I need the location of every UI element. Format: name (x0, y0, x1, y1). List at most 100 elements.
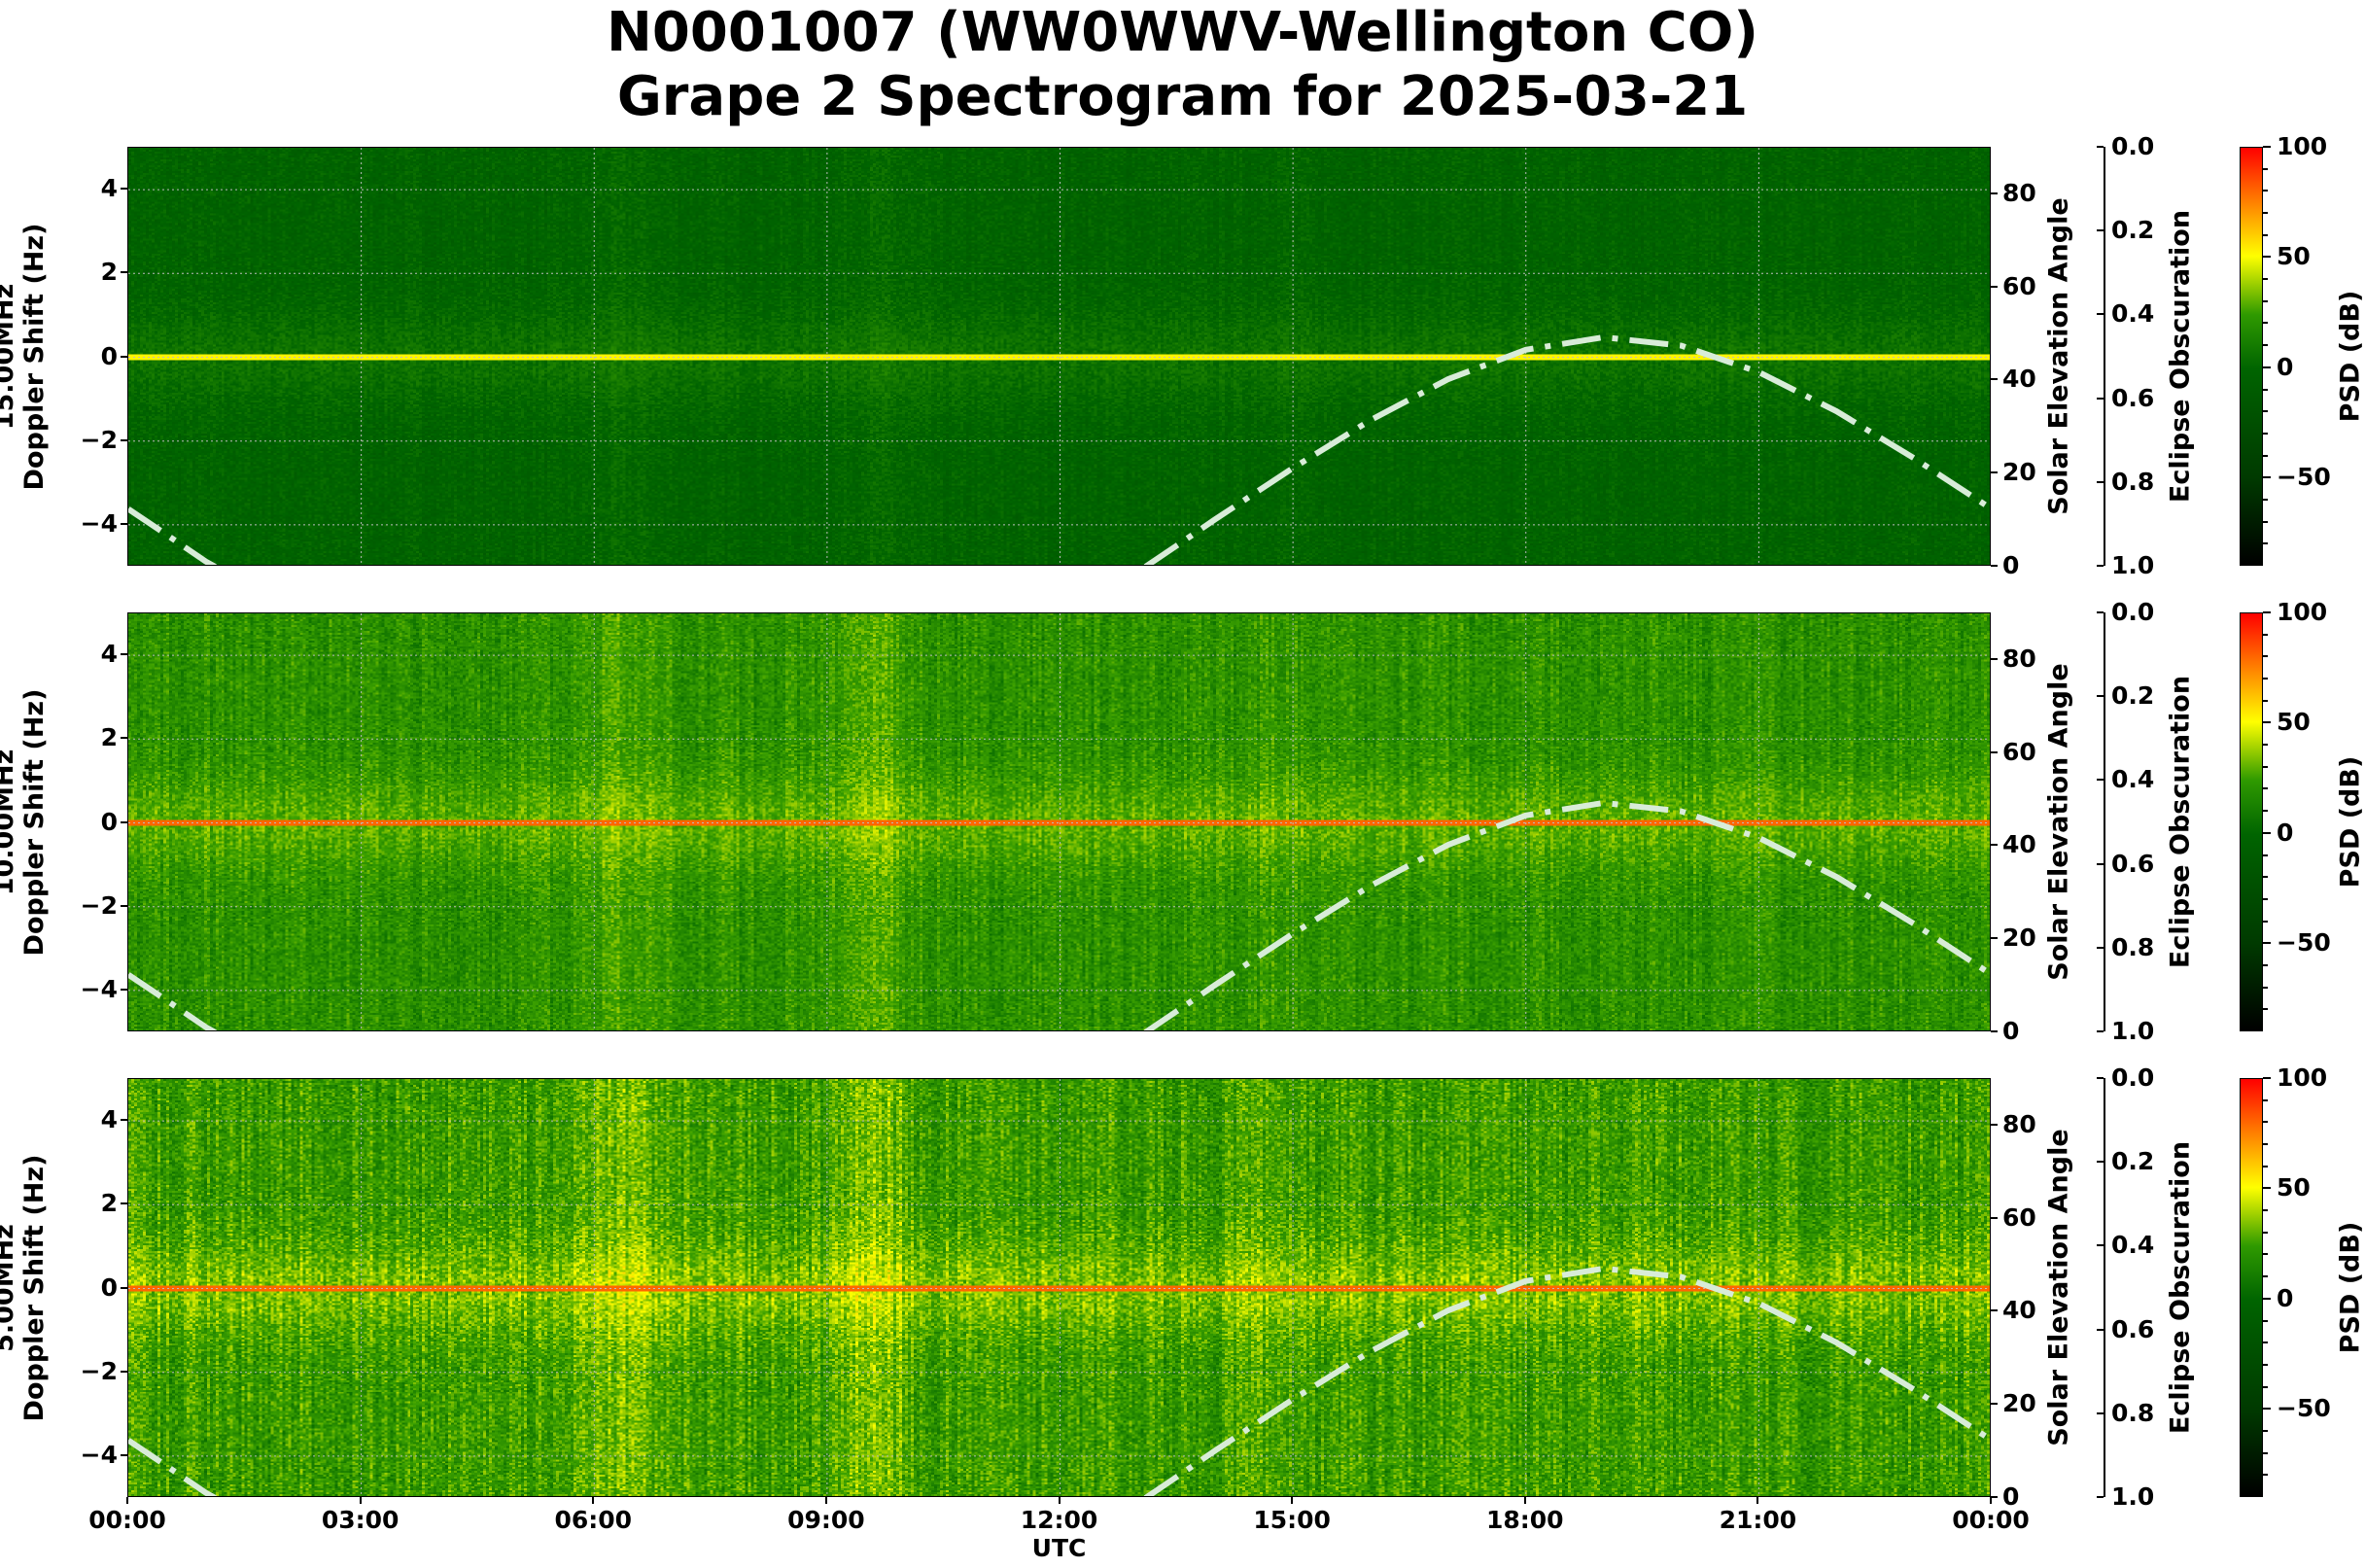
elevation-tick-mark (1991, 285, 1998, 288)
colorbar-minor-tick (2263, 344, 2268, 347)
eclipse-tick-label: 1.0 (2111, 551, 2155, 579)
eclipse-tick-mark (2097, 146, 2104, 148)
y-tick-mark (121, 188, 127, 191)
eclipse-tick-label: 0.6 (2111, 383, 2155, 412)
solar-elevation-line-morning (128, 1438, 217, 1496)
eclipse-tick-mark (2097, 1244, 2104, 1247)
doppler-label: Doppler Shift (Hz) (19, 688, 50, 956)
elevation-tick-mark (1991, 937, 1998, 940)
colorbar-label: PSD (dB) (2335, 290, 2365, 422)
colorbar-minor-tick (2263, 1297, 2271, 1300)
eclipse-tick-label: 0.0 (2111, 132, 2155, 160)
colorbar-minor-tick (2263, 655, 2268, 658)
eclipse-tick-mark (2097, 862, 2104, 865)
solar-elevation-line-afternoon (1143, 799, 1990, 1030)
elevation-tick-label: 60 (2002, 737, 2036, 766)
eclipse-axis-line (2104, 147, 2105, 566)
colorbar-minor-tick (2263, 1143, 2268, 1146)
colorbar-label: PSD (dB) (2335, 755, 2365, 888)
x-tick-mark (1291, 1497, 1294, 1504)
y-tick-mark (121, 653, 127, 656)
colorbar-tick-label: 0 (2277, 352, 2294, 381)
x-tick-label: 21:00 (1719, 1506, 1797, 1534)
x-tick-mark (824, 1497, 827, 1504)
y-tick-mark (121, 1286, 127, 1289)
eclipse-tick-label: 0.4 (2111, 1231, 2155, 1260)
x-tick-label: 18:00 (1485, 1506, 1564, 1534)
colorbar-minor-tick (2263, 787, 2268, 790)
colorbar-minor-tick (2263, 1474, 2268, 1477)
colorbar-minor-tick (2263, 611, 2271, 613)
spectrogram-panel-5.00MHz (127, 1078, 1991, 1497)
eclipse-tick-label: 0.2 (2111, 1147, 2155, 1176)
y-tick-mark (121, 737, 127, 740)
colorbar-minor-tick (2263, 721, 2271, 724)
y-axis-label: 10.00MHz Doppler Shift (Hz) (0, 677, 50, 968)
eclipse-tick-mark (2097, 1328, 2104, 1331)
colorbar-minor-tick (2263, 699, 2268, 702)
y-tick-mark (121, 1119, 127, 1122)
frequency-label: 15.00MHz (0, 283, 19, 430)
colorbar-minor-tick (2263, 520, 2268, 523)
x-tick-mark (359, 1497, 362, 1504)
elevation-tick-label: 0 (2002, 551, 2020, 579)
colorbar-minor-tick (2263, 854, 2268, 856)
solar-elevation-line-morning (128, 506, 217, 565)
elevation-tick-label: 80 (2002, 178, 2036, 207)
colorbar-minor-tick (2263, 963, 2268, 966)
y-tick-label: −2 (80, 1356, 118, 1385)
spectrogram-panel-10.00MHz (127, 612, 1991, 1031)
chart-title-line2: Grape 2 Spectrogram for 2025-03-21 (616, 65, 1749, 128)
y-tick-mark (121, 904, 127, 907)
colorbar-minor-tick (2263, 299, 2268, 302)
y-tick-label: 2 (100, 1189, 118, 1218)
y-tick-mark (121, 438, 127, 441)
elevation-tick-label: 60 (2002, 1202, 2036, 1232)
eclipse-tick-mark (2097, 1496, 2104, 1498)
elevation-tick-label: 80 (2002, 1109, 2036, 1138)
colorbar-tick-label: 50 (2277, 708, 2311, 737)
y-tick-mark (121, 820, 127, 823)
elevation-axis-label: Solar Elevation Angle (2043, 662, 2074, 981)
eclipse-tick-label: 0.2 (2111, 216, 2155, 245)
colorbar-minor-tick (2263, 366, 2271, 368)
colorbar-minor-tick (2263, 1253, 2268, 1256)
x-tick-label: 06:00 (554, 1506, 633, 1534)
colorbar-minor-tick (2263, 942, 2271, 945)
overlay (128, 1079, 1990, 1496)
elevation-tick-mark (1991, 1216, 1998, 1219)
eclipse-tick-mark (2097, 946, 2104, 949)
colorbar-minor-tick (2263, 678, 2268, 680)
eclipse-axis-label: Eclipse Obscuration (2165, 1140, 2196, 1434)
elevation-tick-mark (1991, 1123, 1998, 1126)
colorbar-minor-tick (2263, 897, 2268, 900)
colorbar-minor-tick (2263, 810, 2268, 813)
eclipse-tick-label: 0.2 (2111, 681, 2155, 711)
eclipse-tick-mark (2097, 1077, 2104, 1079)
x-tick-label: 15:00 (1253, 1506, 1331, 1534)
colorbar-minor-tick (2263, 1077, 2271, 1079)
colorbar-minor-tick (2263, 476, 2271, 479)
overlay (128, 613, 1990, 1030)
y-axis-label: 15.00MHz Doppler Shift (Hz) (0, 211, 50, 503)
colorbar-minor-tick (2263, 1408, 2271, 1411)
eclipse-tick-mark (2097, 229, 2104, 232)
eclipse-tick-mark (2097, 779, 2104, 782)
elevation-tick-mark (1991, 192, 1998, 194)
colorbar-minor-tick (2263, 454, 2268, 457)
colorbar-tick-label: −50 (2277, 463, 2331, 492)
elevation-tick-label: 20 (2002, 458, 2036, 487)
colorbar (2240, 612, 2263, 1031)
solar-elevation-line-afternoon (1143, 333, 1990, 565)
doppler-label: Doppler Shift (Hz) (19, 1154, 50, 1421)
eclipse-tick-mark (2097, 480, 2104, 483)
eclipse-tick-label: 0.0 (2111, 1063, 2155, 1092)
x-tick-mark (1756, 1497, 1759, 1504)
y-tick-label: −2 (80, 425, 118, 454)
y-tick-label: −4 (80, 1440, 118, 1469)
x-tick-mark (1990, 1497, 1992, 1504)
elevation-tick-mark (1991, 1030, 1998, 1032)
colorbar-minor-tick (2263, 1231, 2268, 1234)
colorbar-minor-tick (2263, 322, 2268, 325)
elevation-tick-mark (1991, 750, 1998, 753)
